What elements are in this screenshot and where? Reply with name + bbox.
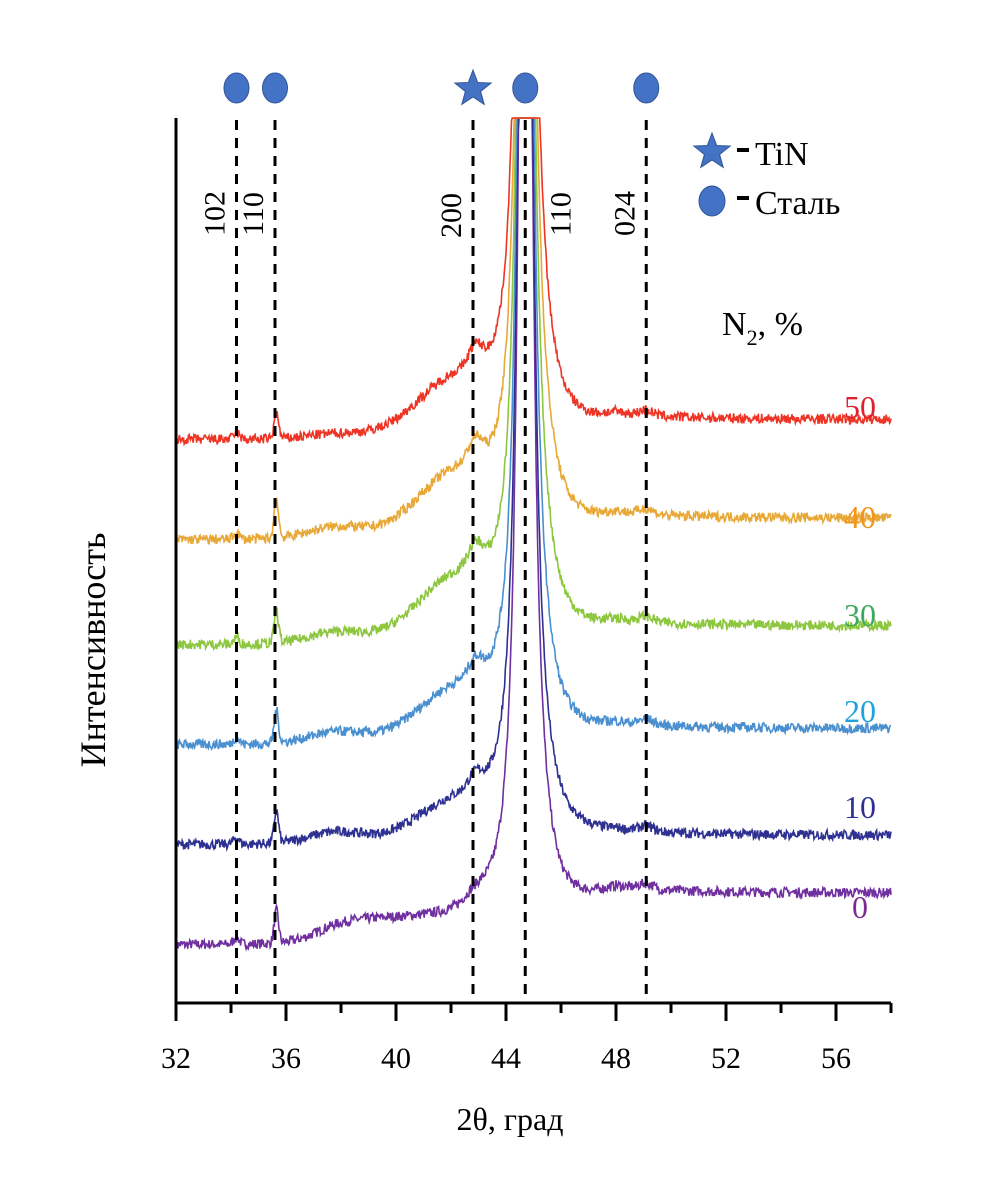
reference-lines-layer: 102 110 200 110 024: [199, 68, 660, 1000]
x-ticks-layer: 32 36 40 44 48 52 56: [161, 1003, 893, 1075]
n2-base: N: [722, 306, 747, 343]
star-icon: [453, 68, 493, 106]
legend-dash: [737, 148, 749, 152]
x-tick-label: 56: [821, 1042, 851, 1075]
series-label-0: 0: [852, 889, 868, 925]
legend-label-tin: TiN: [755, 136, 809, 173]
circle-icon: [512, 72, 539, 104]
traces-layer: [175, 117, 892, 952]
x-tick-label: 36: [271, 1042, 301, 1075]
circle-icon: [223, 72, 250, 104]
x-tick-label: 44: [491, 1042, 521, 1075]
hkl-label-200: 200: [435, 193, 468, 238]
legend: TiN Сталь: [692, 131, 840, 222]
legend-entry-tin: TiN: [692, 131, 809, 173]
x-tick-label: 40: [381, 1042, 411, 1075]
circle-icon: [698, 185, 726, 217]
series-label-10: 10: [844, 789, 876, 825]
legend-label-steel: Сталь: [755, 185, 840, 222]
n2-sub: 2: [747, 325, 758, 350]
legend-entry-steel: Сталь: [698, 185, 840, 222]
series-label-50: 50: [844, 389, 876, 425]
series-label-30: 30: [844, 597, 876, 633]
legend-dash: [737, 196, 749, 200]
svg-text:N2, %: N2, %: [722, 306, 803, 350]
axes-layer: [174, 118, 891, 1005]
x-tick-label: 32: [161, 1042, 191, 1075]
x-axis-title: 2θ, град: [457, 1101, 564, 1137]
circle-icon: [633, 72, 660, 104]
series-line-0: [175, 117, 892, 952]
series-line-50: [175, 117, 892, 447]
x-tick-label: 48: [601, 1042, 631, 1075]
star-icon: [692, 131, 732, 169]
y-axis-title: Интенсивность: [73, 533, 113, 768]
series-label-20: 20: [844, 693, 876, 729]
series-labels-layer: 0 10 20 30 40 50: [844, 389, 876, 925]
x-tick-label: 52: [711, 1042, 741, 1075]
n2-suffix: , %: [758, 306, 803, 343]
circle-icon: [262, 72, 288, 104]
series-label-40: 40: [844, 499, 876, 535]
series-line-10: [175, 117, 892, 852]
hkl-label-110: 110: [237, 192, 270, 236]
series-group-title: N2, %: [722, 306, 803, 350]
hkl-label-102: 102: [199, 191, 232, 236]
hkl-label-110: 110: [544, 192, 577, 236]
hkl-label-024: 024: [608, 191, 641, 236]
